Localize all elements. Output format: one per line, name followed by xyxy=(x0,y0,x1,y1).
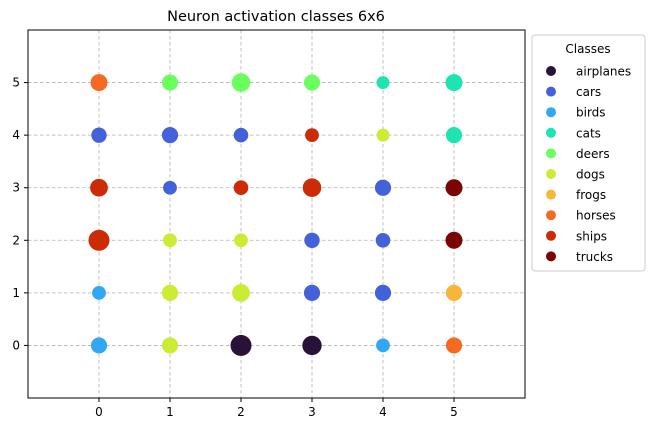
legend-marker-frogs xyxy=(546,189,556,200)
legend-label-birds: birds xyxy=(576,106,606,120)
data-point-airplanes xyxy=(302,335,322,356)
legend-label-horses: horses xyxy=(576,209,616,223)
legend-label-dogs: dogs xyxy=(576,168,605,182)
data-point-dogs xyxy=(234,233,248,248)
data-point-dogs xyxy=(376,128,390,142)
data-point-cars xyxy=(374,284,392,301)
legend-marker-cars xyxy=(546,86,556,97)
data-point-dogs xyxy=(161,337,179,354)
data-point-cats xyxy=(376,76,390,90)
legend-label-deers: deers xyxy=(576,147,610,161)
data-point-cats xyxy=(445,74,463,92)
data-point-ships xyxy=(305,128,319,143)
data-point-cars xyxy=(303,284,321,301)
data-point-horses xyxy=(445,337,463,354)
x-tick-label: 3 xyxy=(308,405,316,419)
data-point-cars xyxy=(374,179,392,196)
legend-marker-deers xyxy=(546,148,556,159)
legend-marker-horses xyxy=(546,210,556,221)
data-point-ships xyxy=(90,178,108,197)
legend-marker-trucks xyxy=(546,251,556,262)
legend-title: Classes xyxy=(565,42,610,56)
y-tick-label: 1 xyxy=(12,286,20,300)
data-point-trucks xyxy=(445,179,463,197)
legend-label-trucks: trucks xyxy=(576,250,613,264)
data-point-dogs xyxy=(163,233,177,248)
data-points xyxy=(88,73,463,356)
data-point-ships xyxy=(233,180,249,196)
legend-marker-cats xyxy=(546,127,556,138)
legend-marker-dogs xyxy=(546,169,556,179)
plot-area-frame xyxy=(27,29,526,399)
data-point-frogs xyxy=(445,284,463,301)
x-tick-label: 5 xyxy=(450,405,458,419)
data-point-cars xyxy=(161,127,179,144)
data-point-cars xyxy=(233,127,249,143)
legend-marker-ships xyxy=(546,230,556,241)
y-tick-label: 5 xyxy=(12,76,20,90)
grid-lines xyxy=(28,30,525,398)
data-point-dogs xyxy=(232,283,250,302)
axis-ticks: 0 1 2 3 4 5 0 1 2 3 4 5 xyxy=(12,76,457,419)
data-point-cars xyxy=(375,232,391,248)
data-point-deers xyxy=(231,73,251,92)
data-point-cats xyxy=(445,127,463,144)
data-point-deers xyxy=(161,74,179,91)
chart-title: Neuron activation classes 6x6 xyxy=(167,9,385,25)
y-tick-label: 0 xyxy=(12,338,20,352)
legend-label-cars: cars xyxy=(576,85,601,99)
legend-marker-airplanes xyxy=(546,66,556,76)
legend: Classes airplanes cars birds cats deers dogs f… xyxy=(531,34,646,272)
legend-frame xyxy=(531,34,646,272)
data-point-dogs xyxy=(161,284,179,301)
data-point-cars xyxy=(91,127,107,143)
data-point-airplanes xyxy=(230,334,252,356)
data-point-birds xyxy=(376,338,390,353)
data-point-cars xyxy=(163,180,177,195)
y-tick-label: 3 xyxy=(12,181,20,195)
data-point-cars xyxy=(304,232,320,248)
data-point-birds xyxy=(92,285,106,300)
data-point-birds xyxy=(90,337,108,354)
data-point-deers xyxy=(303,74,321,91)
x-tick-label: 0 xyxy=(95,405,103,419)
legend-label-airplanes: airplanes xyxy=(576,65,631,79)
legend-marker-birds xyxy=(546,107,556,118)
x-tick-label: 1 xyxy=(166,405,174,419)
legend-label-frogs: frogs xyxy=(576,188,606,202)
x-tick-label: 2 xyxy=(237,405,245,419)
data-point-ships xyxy=(302,178,322,198)
data-point-horses xyxy=(90,74,108,92)
y-tick-label: 2 xyxy=(12,233,20,247)
y-tick-label: 4 xyxy=(12,128,20,142)
x-tick-label: 4 xyxy=(379,405,387,419)
data-point-trucks xyxy=(445,231,463,249)
legend-label-ships: ships xyxy=(576,229,607,243)
legend-label-cats: cats xyxy=(576,126,601,140)
data-point-ships xyxy=(88,229,110,251)
